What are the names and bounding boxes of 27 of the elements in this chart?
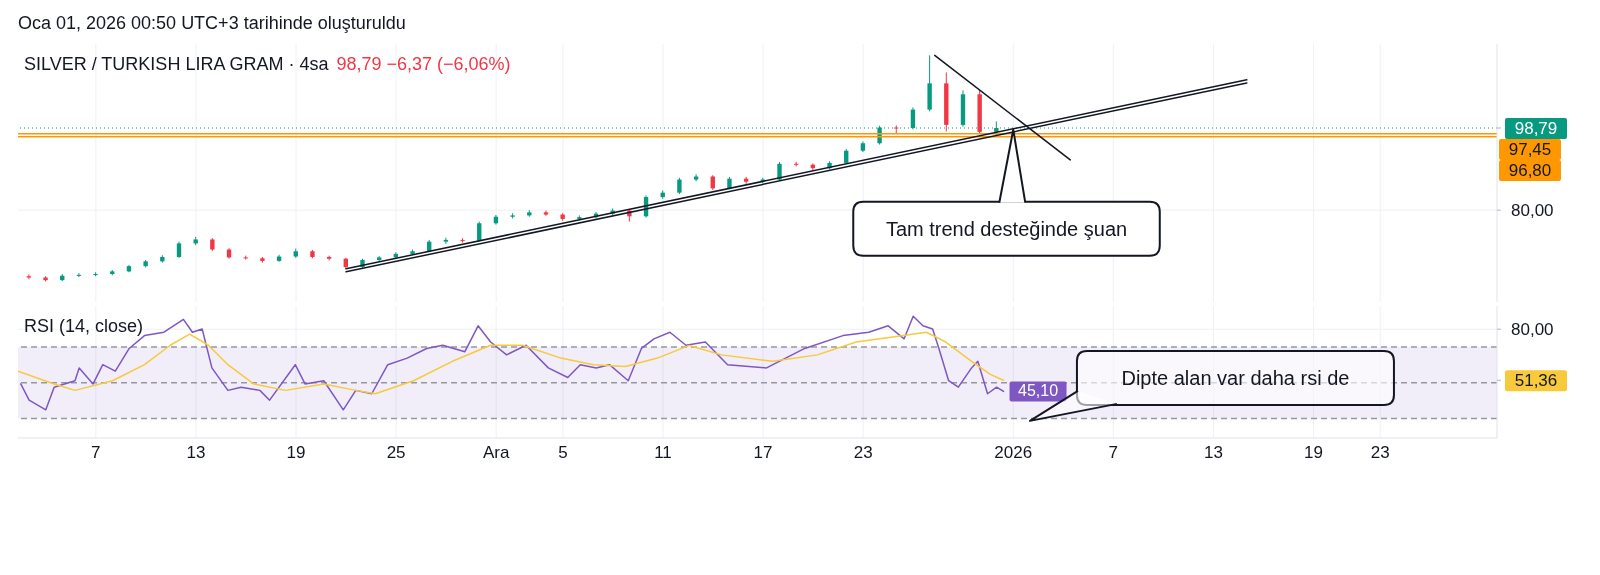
text: SILVER / TURKISH LIRA GRAM · 4sa [24, 54, 329, 74]
text: 98,79 −6,37 (−6,06%) [336, 54, 511, 74]
x-tick-label: 7 [1108, 443, 1119, 463]
y-tick-label: 80,00 [1511, 201, 1554, 221]
annotation: Tam trend desteğinde şuan [885, 217, 1128, 240]
x-tick-label: 19 [1304, 443, 1323, 463]
x-tick-label: 5 [558, 443, 568, 463]
y-tick-label: 80,00 [1511, 320, 1554, 340]
x-tick-label: 19 [286, 443, 306, 463]
x-tick-label: 13 [186, 443, 206, 463]
y-tick-label: 51,36 [1514, 371, 1558, 391]
x-tick-label: 2026 [994, 443, 1033, 463]
x-tick-label: 23 [853, 443, 873, 463]
x-tick-label: 25 [386, 443, 406, 463]
x-tick-label: 23 [1370, 443, 1390, 463]
x-tick-label: 17 [753, 443, 773, 463]
x-tick-label: Ara [482, 443, 510, 463]
y-tick-label: 98,79 [1514, 119, 1558, 138]
text: Oca 01, 2026 00:50 UTC+3 tarihinde oluşturuldu [18, 13, 406, 33]
legend-label: 96,80 [1508, 161, 1552, 180]
x-tick-label: 13 [1203, 443, 1223, 463]
text: RSI (14, close) [24, 316, 144, 336]
x-tick-label: 7 [91, 443, 101, 463]
annotation: Dipte alan var daha rsi de [1121, 366, 1350, 389]
ref-line-label: 97,45 [1508, 140, 1552, 159]
data-label: 45,10 [1018, 382, 1059, 400]
x-tick-label: 11 [654, 443, 672, 463]
